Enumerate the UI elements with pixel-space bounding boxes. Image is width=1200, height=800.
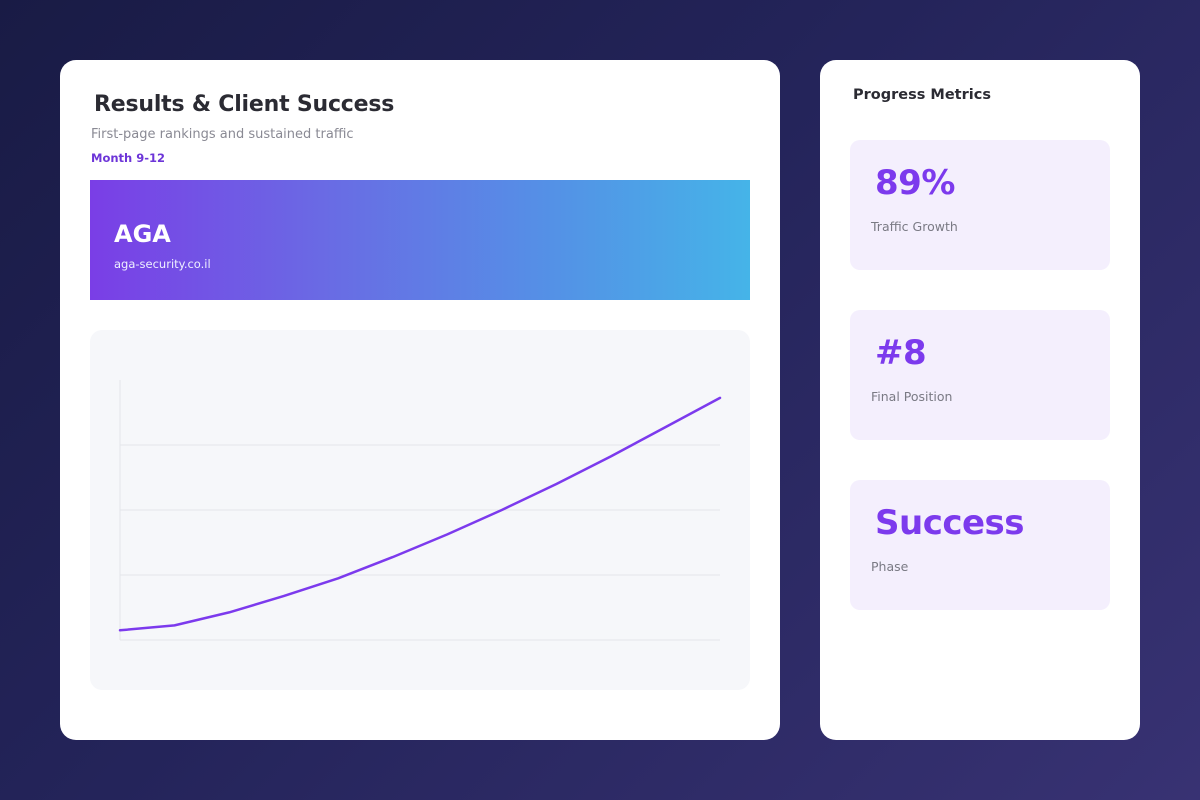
metric-card-final-position: #8 Final Position xyxy=(850,310,1110,440)
page-subtitle: First-page rankings and sustained traffi… xyxy=(91,127,354,142)
metric-label: Phase xyxy=(871,559,909,574)
progress-metrics-card: Progress Metrics 89% Traffic Growth #8 F… xyxy=(820,60,1140,740)
results-card: Results & Client Success First-page rank… xyxy=(60,60,780,740)
client-name: AGA xyxy=(114,220,171,248)
phase-tag: Month 9-12 xyxy=(91,151,165,165)
traffic-line xyxy=(118,396,722,632)
traffic-chart-panel xyxy=(90,330,750,690)
traffic-chart xyxy=(118,380,722,641)
metrics-title: Progress Metrics xyxy=(853,87,991,103)
metric-value: Success xyxy=(875,503,1025,543)
metric-label: Traffic Growth xyxy=(871,219,958,234)
metric-value: 89% xyxy=(875,163,955,203)
metric-card-traffic-growth: 89% Traffic Growth xyxy=(850,140,1110,270)
metric-value: #8 xyxy=(875,333,927,373)
page-title: Results & Client Success xyxy=(94,92,395,117)
client-domain: aga-security.co.il xyxy=(114,257,211,271)
metric-card-phase: Success Phase xyxy=(850,480,1110,610)
metric-label: Final Position xyxy=(871,389,953,404)
client-banner: AGA aga-security.co.il xyxy=(90,180,750,300)
